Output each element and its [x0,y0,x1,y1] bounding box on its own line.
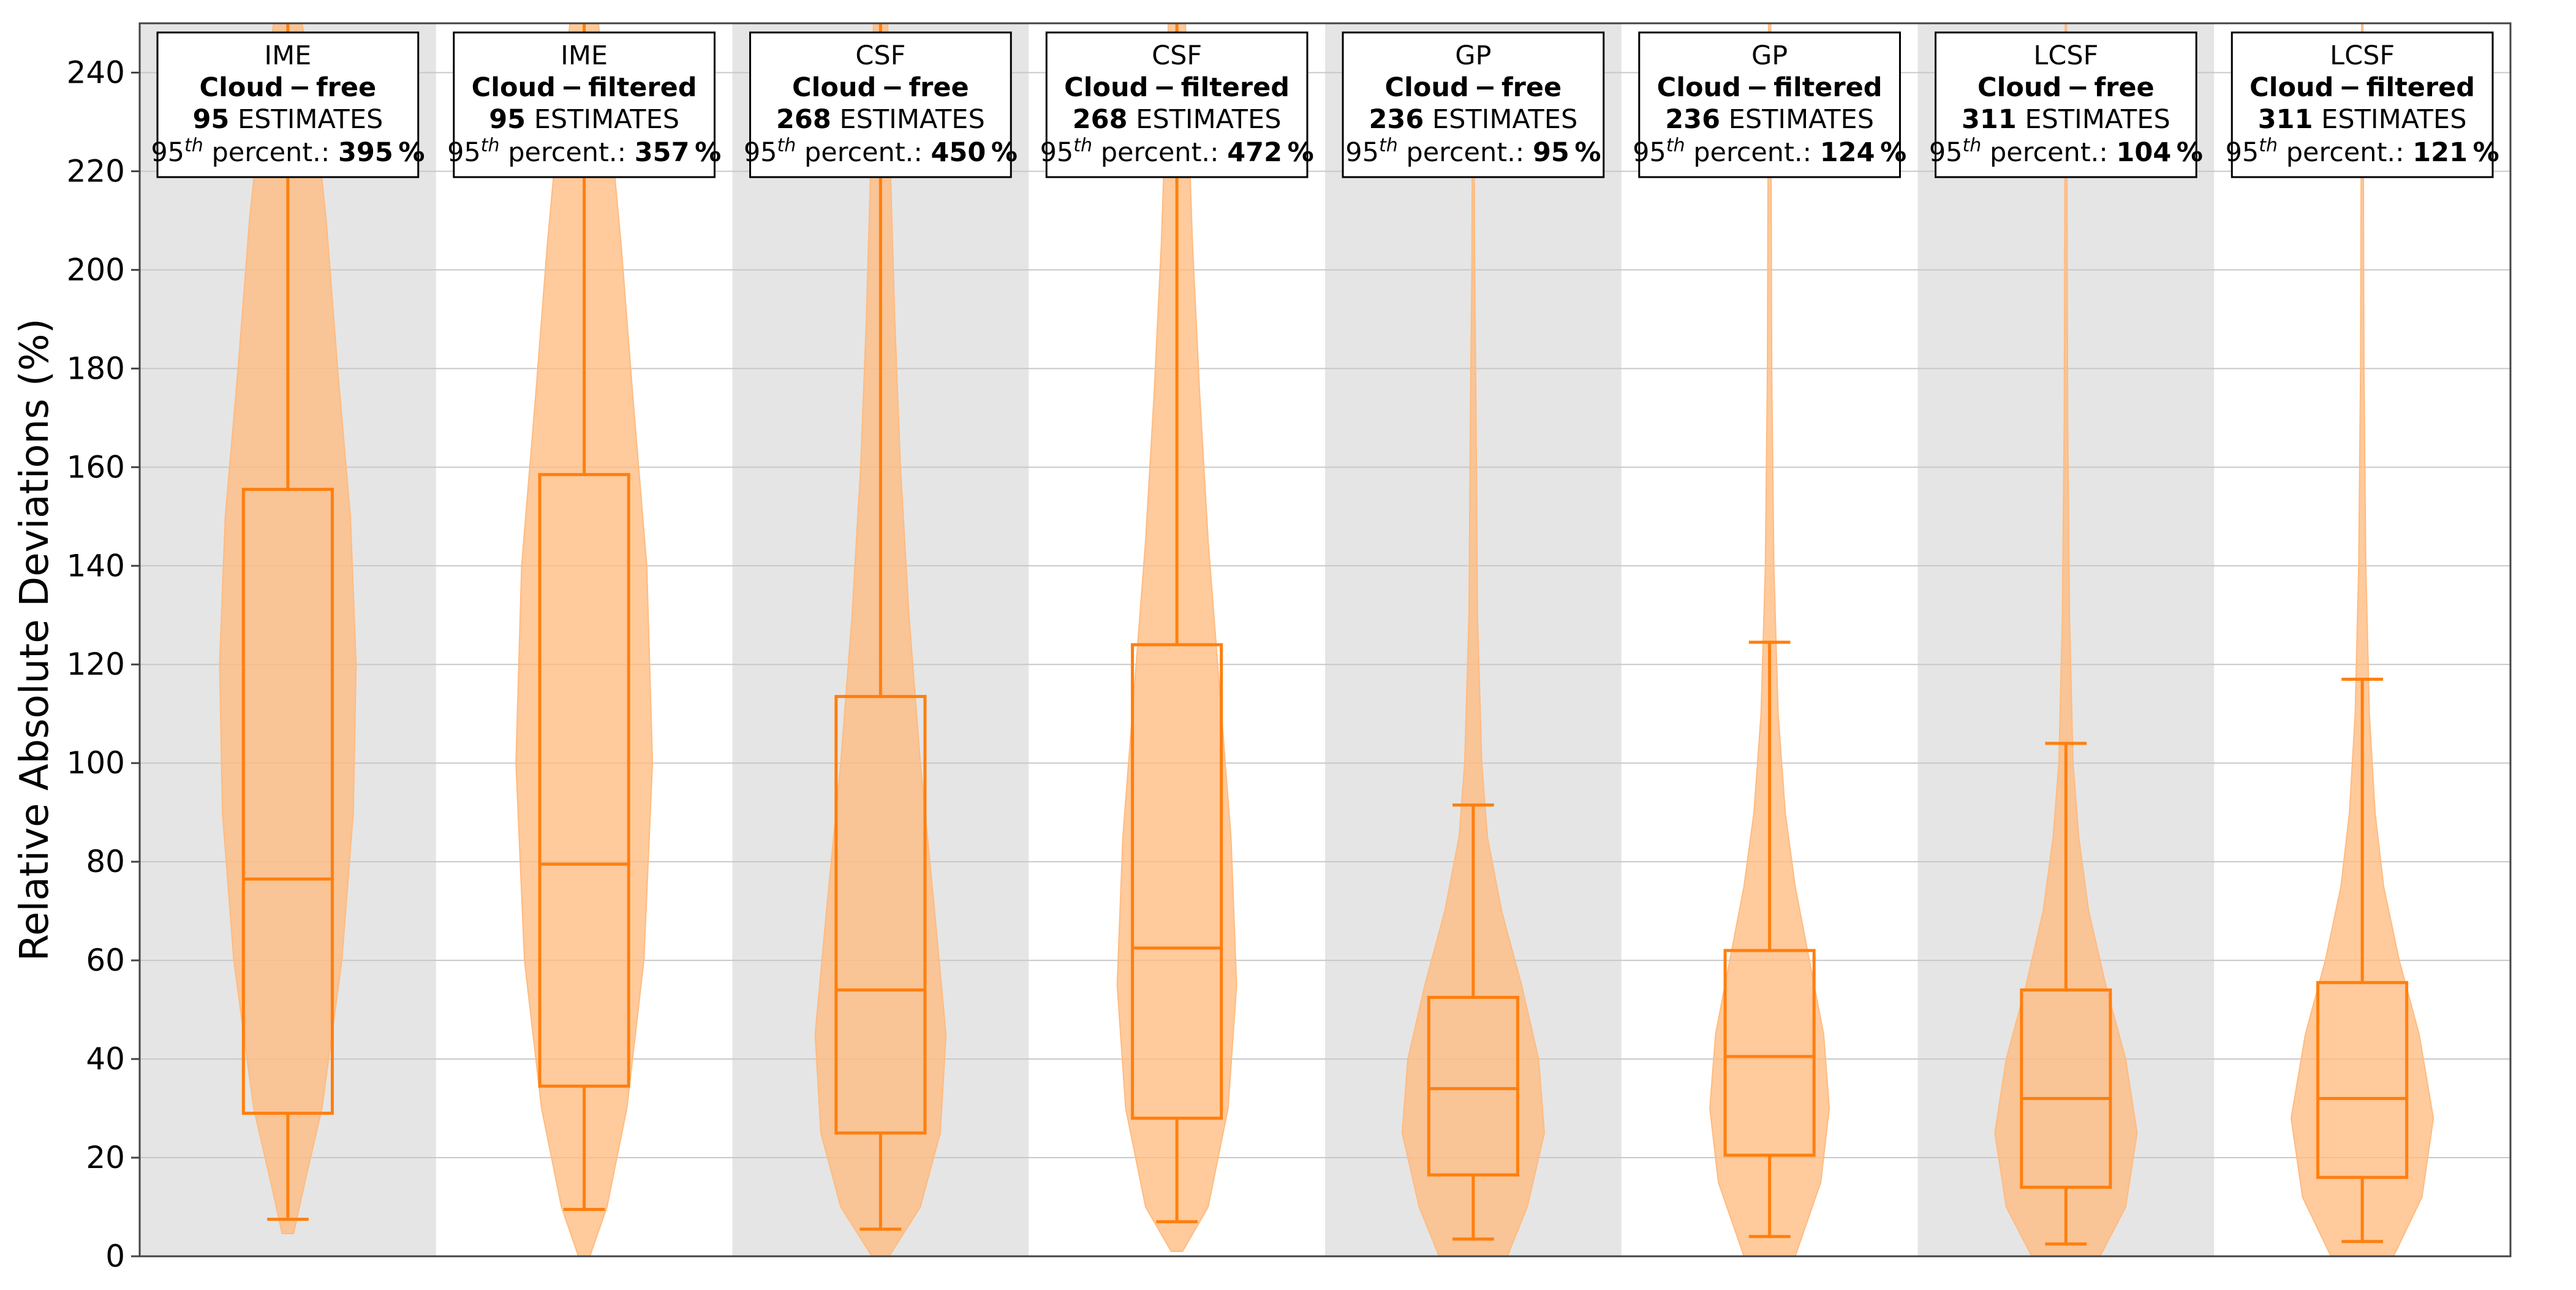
iqr-box [1723,949,1816,1157]
group-percentile-label: 95th percent.: 472 % [1040,135,1314,168]
iqr-box [834,695,927,1135]
y-tick-label: 160 [67,449,125,485]
group-dataset-label: Cloud − free [1385,72,1562,103]
group-percentile-label: 95th percent.: 450 % [744,135,1018,168]
group-percentile-label: 95th percent.: 104 % [1929,135,2203,168]
y-tick-label: 20 [86,1140,125,1175]
group-estimates-label: 95 ESTIMATES [489,104,679,135]
group-dataset-label: Cloud − filtered [2249,72,2475,103]
group-dataset-label: Cloud − filtered [1064,72,1290,103]
group-estimates-label: 236 ESTIMATES [1369,104,1577,135]
group-dataset-label: Cloud − filtered [472,72,697,103]
iqr-box [241,488,334,1115]
y-tick-label: 240 [67,55,125,90]
y-axis-ticks: 0 20 40 60 80 100 120 140 160 180 200 220 240 [67,55,140,1274]
group-label-box [749,31,1012,178]
y-tick-label: 100 [67,745,125,781]
y-tick-label: 40 [86,1041,125,1077]
plot-frame [138,22,2512,1258]
group-percentile-label: 95th percent.: 395 % [151,135,425,168]
group-label-box [1045,31,1309,178]
group-estimates-label: 236 ESTIMATES [1665,104,1874,135]
group-method-label: GP [1751,40,1788,71]
group-method-label: IME [264,40,311,71]
group-label-box [453,31,716,178]
group-label-box [2230,31,2494,178]
iqr-box [1427,995,1519,1177]
group-dataset-label: Cloud − free [1977,72,2155,103]
group-dataset-label: Cloud − free [200,72,377,103]
y-tick-label: 140 [67,548,125,583]
group-percentile-label: 95th percent.: 121 % [2226,135,2499,168]
group-percentile-label: 95th percent.: 95 % [1345,135,1601,168]
group-method-label: CSF [855,40,905,71]
iqr-box [538,472,630,1088]
group-estimates-label: 311 ESTIMATES [1962,104,2170,135]
y-tick-label: 60 [86,943,125,978]
group-percentile-label: 95th percent.: 357 % [447,135,721,168]
group-label-box [1342,31,1605,178]
y-tick-label: 120 [67,647,125,682]
iqr-box [2020,988,2112,1189]
group-method-label: LCSF [2330,40,2395,71]
group-label-box [156,31,420,178]
group-method-label: GP [1455,40,1491,71]
iqr-box [1131,643,1223,1120]
group-label-box [1638,31,1901,178]
group-dataset-label: Cloud − filtered [1657,72,1883,103]
group-percentile-label: 95th percent.: 124 % [1633,135,1906,168]
y-tick-label: 200 [67,252,125,287]
group-estimates-label: 268 ESTIMATES [776,104,985,135]
iqr-box [2316,981,2409,1179]
y-tick-label: 80 [86,844,125,879]
group-label-box [1935,31,2197,178]
group-method-label: CSF [1152,40,1202,71]
group-estimates-label: 95 ESTIMATES [192,104,383,135]
y-tick-label: 220 [67,153,125,189]
group-dataset-label: Cloud − free [792,72,969,103]
group-estimates-label: 311 ESTIMATES [2258,104,2467,135]
y-tick-label: 180 [67,351,125,386]
boxplots [241,23,2409,1246]
violin [1709,23,1830,1257]
y-axis-label: Relative Absolute Deviations (%) [12,318,58,961]
y-tick-label: 0 [105,1239,125,1274]
group-method-label: LCSF [2033,40,2098,71]
group-estimates-label: 268 ESTIMATES [1073,104,1282,135]
violin [2290,23,2434,1257]
group-method-label: IME [561,40,608,71]
